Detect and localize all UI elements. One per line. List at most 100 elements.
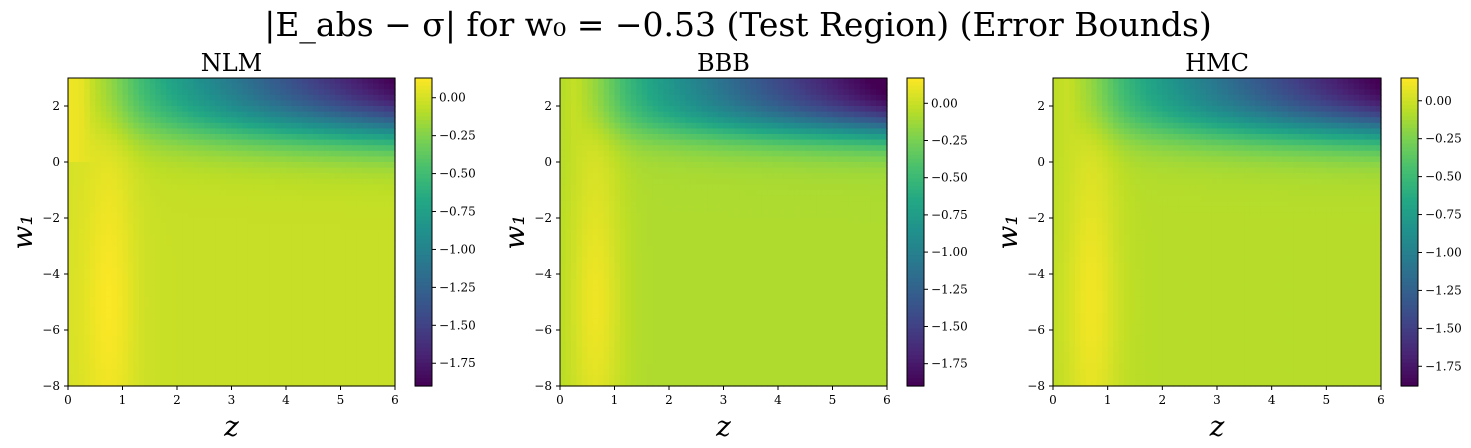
heatmap-cell [718, 128, 725, 135]
heatmap-cell [138, 201, 145, 208]
heatmap-cell [373, 94, 380, 101]
heatmap-cell [73, 173, 80, 180]
heatmap-cell [275, 78, 282, 85]
heatmap-cell [313, 257, 320, 264]
heatmap-cell [73, 369, 80, 376]
heatmap-cell [291, 206, 298, 213]
heatmap-cell [302, 111, 309, 118]
heatmap-cell [652, 134, 659, 141]
heatmap-cell [302, 290, 309, 297]
heatmap-cell [373, 335, 380, 342]
heatmap-cell [313, 318, 320, 325]
heatmap-cell [73, 374, 80, 381]
heatmap-cell [171, 117, 178, 124]
heatmap-cell [291, 150, 298, 157]
heatmap-cell [324, 195, 331, 202]
heatmap-cell [767, 195, 774, 202]
heatmap-cell [587, 201, 594, 208]
heatmap-cell [95, 318, 102, 325]
heatmap-cell [329, 324, 336, 331]
heatmap-cell [269, 257, 276, 264]
heatmap-cell [253, 285, 260, 292]
heatmap-cell [609, 106, 616, 113]
heatmap-cell [810, 122, 817, 129]
heatmap-cell [198, 117, 205, 124]
heatmap-cell [799, 156, 806, 163]
heatmap-cell [335, 89, 342, 96]
heatmap-cell [215, 285, 222, 292]
heatmap-cell [89, 212, 96, 219]
heatmap-cell [160, 313, 167, 320]
heatmap-cell [209, 122, 216, 129]
heatmap-cell [204, 94, 211, 101]
heatmap-cell [329, 318, 336, 325]
heatmap-cell [778, 150, 785, 157]
heatmap-cell [127, 330, 134, 337]
heatmap-cell [329, 240, 336, 247]
heatmap-cell [345, 212, 352, 219]
heatmap-cell [133, 167, 140, 174]
heatmap-cell [367, 100, 374, 107]
heatmap-cell [810, 139, 817, 146]
heatmap-cell [356, 190, 363, 197]
heatmap-cell [220, 122, 227, 129]
heatmap-cell [269, 190, 276, 197]
heatmap-cell [351, 89, 358, 96]
heatmap-cell [171, 346, 178, 353]
heatmap-cell [799, 145, 806, 152]
heatmap-cell [269, 341, 276, 348]
heatmap-cell [215, 324, 222, 331]
heatmap-cell [226, 173, 233, 180]
heatmap-cell [122, 285, 129, 292]
heatmap-cell [345, 274, 352, 281]
heatmap-cell [247, 78, 254, 85]
heatmap-cell [155, 296, 162, 303]
heatmap-cell [269, 134, 276, 141]
heatmap-cell [291, 117, 298, 124]
heatmap-cell [78, 374, 85, 381]
heatmap-cell [258, 173, 265, 180]
heatmap-cell [171, 296, 178, 303]
heatmap-cell [367, 218, 374, 225]
heatmap-cell [367, 106, 374, 113]
heatmap-cell [122, 246, 129, 253]
heatmap-cell [772, 94, 779, 101]
heatmap-cell [384, 173, 391, 180]
heatmap-cell [810, 83, 817, 90]
heatmap-cell [384, 279, 391, 286]
heatmap-cell [258, 117, 265, 124]
heatmap-cell [745, 156, 752, 163]
heatmap-cell [674, 139, 681, 146]
heatmap-cell [329, 139, 336, 146]
heatmap-cell [609, 78, 616, 85]
heatmap-cell [619, 218, 626, 225]
heatmap-cell [756, 122, 763, 129]
heatmap-cell [581, 78, 588, 85]
heatmap-cell [242, 279, 249, 286]
heatmap-cell [340, 318, 347, 325]
heatmap-cell [570, 206, 577, 213]
heatmap-cell [78, 128, 85, 135]
heatmap-cell [264, 307, 271, 314]
heatmap-cell [384, 257, 391, 264]
heatmap-cell [329, 369, 336, 376]
heatmap-cell [756, 128, 763, 135]
heatmap-cell [286, 223, 293, 230]
heatmap-cell [253, 128, 260, 135]
heatmap-cell [95, 274, 102, 281]
heatmap-cell [84, 190, 91, 197]
heatmap-cell [378, 346, 385, 353]
heatmap-cell [307, 223, 314, 230]
heatmap-cell [138, 156, 145, 163]
heatmap-cell [296, 307, 303, 314]
heatmap-cell [247, 257, 254, 264]
heatmap-cell [133, 369, 140, 376]
colorbar-segment [415, 274, 432, 279]
heatmap-cell [810, 78, 817, 85]
heatmap-cell [356, 195, 363, 202]
heatmap-cell [685, 128, 692, 135]
heatmap-cell [78, 201, 85, 208]
heatmap-cell [384, 195, 391, 202]
heatmap-cell [258, 335, 265, 342]
heatmap-cell [609, 162, 616, 169]
